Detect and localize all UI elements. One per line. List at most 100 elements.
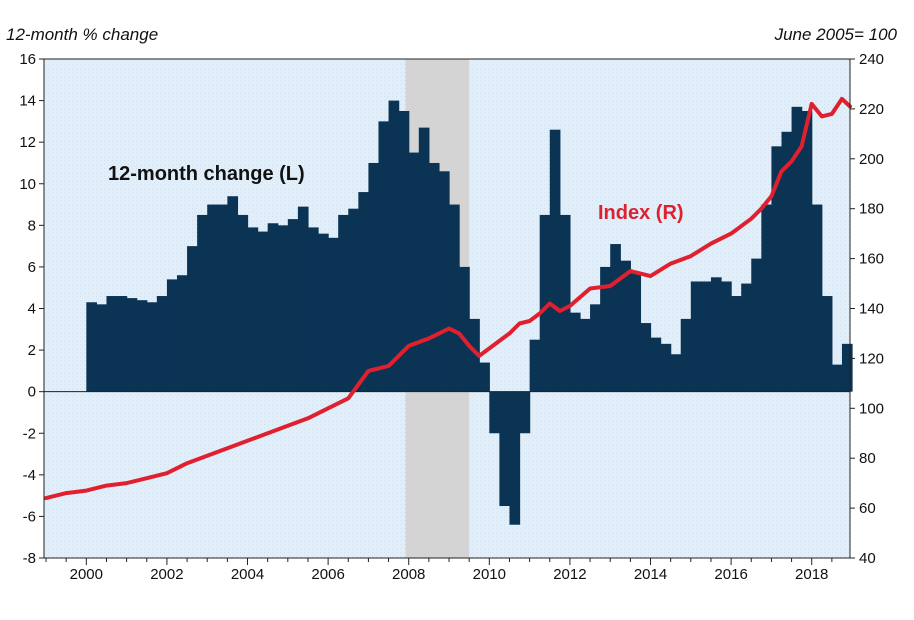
bar-mark <box>700 281 712 392</box>
bar-mark <box>600 266 611 392</box>
bar-mark <box>590 304 601 392</box>
bar-mark <box>821 296 833 392</box>
left-tick-label: 16 <box>19 51 36 68</box>
bar-mark <box>680 318 692 392</box>
bar-mark <box>388 100 400 392</box>
right-tick-label: 180 <box>859 201 884 218</box>
bar-mark <box>86 302 97 392</box>
right-axis: 40 60 80 100 120 140 160 180 200 220 240 <box>850 51 884 567</box>
bar-mark <box>640 323 652 392</box>
bar-mark <box>549 129 561 392</box>
x-tick-label: 2012 <box>553 566 586 583</box>
bar-mark <box>307 227 319 392</box>
bar-mark <box>187 246 198 392</box>
bar-mark <box>721 281 732 392</box>
bar-mark <box>459 266 470 392</box>
bar-mark <box>791 106 803 392</box>
bar-mark <box>176 275 188 392</box>
bar-mark <box>328 237 339 392</box>
bar-mark <box>751 258 762 392</box>
left-tick-label: 8 <box>28 217 36 234</box>
bars-layer <box>86 100 853 525</box>
bar-mark <box>318 233 329 392</box>
x-tick-label: 2010 <box>473 566 506 583</box>
bar-mark <box>559 214 571 392</box>
bar-mark <box>529 339 541 392</box>
x-tick-label: 2018 <box>795 566 828 583</box>
bar-mark <box>519 391 531 434</box>
x-axis: 2000 2002 2004 2006 2008 2010 2012 2014 2016 2018 <box>45 558 833 583</box>
bar-mark <box>378 121 390 392</box>
left-tick-label: 12 <box>19 134 36 151</box>
left-tick-label: -4 <box>23 467 36 484</box>
bar-mark <box>297 206 309 392</box>
right-axis-title: June 2005= 100 <box>774 25 898 44</box>
right-tick-label: 80 <box>859 450 876 467</box>
bar-mark <box>620 260 631 392</box>
bar-mark <box>831 364 843 392</box>
bar-mark <box>156 296 168 392</box>
left-axis: -8 -6 -4 -2 0 2 4 6 8 10 12 14 16 <box>19 51 44 567</box>
bar-mark <box>287 219 299 392</box>
left-tick-label: 4 <box>28 301 36 318</box>
bar-mark <box>660 343 672 392</box>
right-tick-label: 60 <box>859 500 876 517</box>
bar-mark <box>358 192 370 392</box>
bar-mark <box>841 343 853 392</box>
x-tick-label: 2008 <box>392 566 425 583</box>
left-axis-title: 12-month % change <box>6 25 158 44</box>
bar-mark <box>449 204 460 392</box>
bar-mark <box>438 171 450 392</box>
bar-mark <box>247 227 259 392</box>
right-tick-label: 120 <box>859 350 884 367</box>
change-series-label: 12-month change (L) <box>108 163 305 185</box>
right-tick-label: 220 <box>859 101 884 118</box>
bar-mark <box>781 131 793 392</box>
bar-mark <box>741 283 752 392</box>
bar-mark <box>368 162 380 392</box>
bar-mark <box>479 362 490 392</box>
bar-mark <box>428 162 440 392</box>
bar-mark <box>539 214 551 392</box>
left-tick-label: -8 <box>23 550 36 567</box>
bar-mark <box>257 231 269 392</box>
bar-mark <box>710 277 722 392</box>
index-series-label: Index (R) <box>598 202 684 224</box>
bar-mark <box>267 223 279 392</box>
bar-mark <box>610 244 621 392</box>
right-tick-label: 100 <box>859 400 884 417</box>
bar-mark <box>469 318 480 392</box>
index-line <box>44 96 852 501</box>
left-tick-label: 10 <box>19 176 36 193</box>
bar-mark <box>348 208 359 392</box>
right-tick-label: 160 <box>859 251 884 268</box>
x-tick-label: 2016 <box>714 566 747 583</box>
bar-mark <box>106 296 118 392</box>
left-tick-label: -2 <box>23 425 36 442</box>
bar-mark <box>166 279 178 392</box>
bar-mark <box>499 391 511 507</box>
bar-mark <box>126 298 138 392</box>
x-tick-label: 2000 <box>70 566 103 583</box>
bar-mark <box>579 318 591 392</box>
bar-mark <box>509 391 521 525</box>
right-tick-label: 240 <box>859 51 884 68</box>
bar-mark <box>670 354 682 392</box>
bar-mark <box>277 225 289 392</box>
bar-mark <box>761 204 773 392</box>
right-tick-label: 200 <box>859 151 884 168</box>
x-tick-label: 2004 <box>231 566 264 583</box>
bar-mark <box>650 337 662 392</box>
bar-mark <box>116 296 128 392</box>
bar-mark <box>338 214 349 392</box>
x-tick-label: 2006 <box>311 566 344 583</box>
bar-mark <box>690 281 702 392</box>
left-tick-label: 6 <box>28 259 36 276</box>
bar-mark <box>227 196 239 392</box>
bar-mark <box>96 304 108 392</box>
bar-mark <box>418 127 430 392</box>
bar-mark <box>398 110 410 392</box>
left-tick-label: -6 <box>23 508 36 525</box>
right-tick-label: 140 <box>859 301 884 318</box>
